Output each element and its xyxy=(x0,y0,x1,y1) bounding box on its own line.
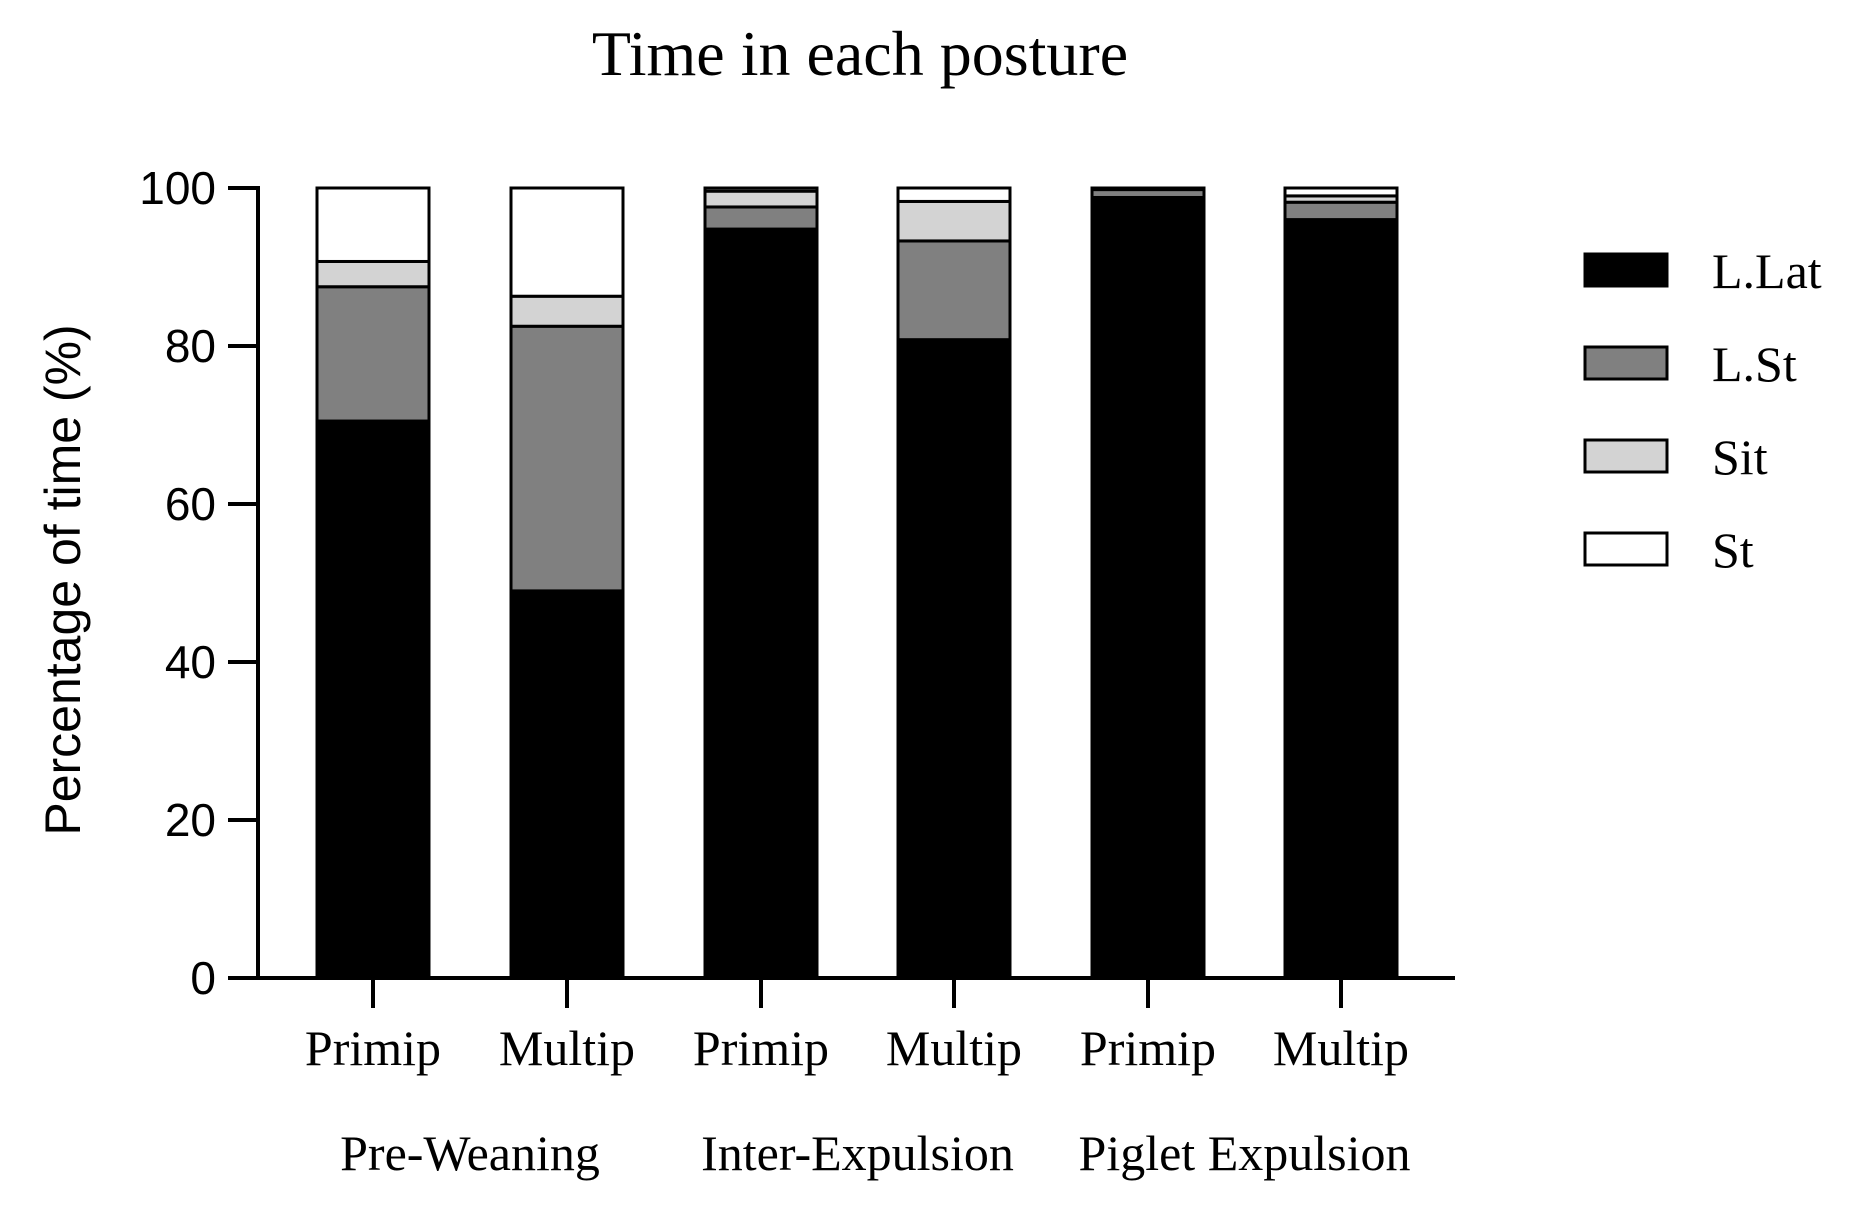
bars-layer xyxy=(315,186,1399,980)
x-tick-label-3: Multip xyxy=(886,1020,1022,1076)
x-tick-label-2: Primip xyxy=(693,1020,829,1076)
legend-swatch-l-lat xyxy=(1583,252,1669,288)
bar-segment-l-lat-2 xyxy=(703,227,819,980)
x-tick-label-5: Multip xyxy=(1273,1020,1409,1076)
bar-segment-l-lat-1 xyxy=(509,589,625,980)
axes-layer: 0 20 40 60 80 100 Primip Multip Primip Multip Prim… xyxy=(139,162,1455,1181)
legend-label-st: St xyxy=(1712,522,1754,578)
bar-segment-sit-1 xyxy=(509,294,625,328)
legend-label-l-lat: L.Lat xyxy=(1712,243,1822,299)
bar-segment-l-st-1 xyxy=(509,324,625,593)
bar-segment-l-lat-3 xyxy=(896,338,1012,980)
group-label-0: Pre-Weaning xyxy=(340,1125,600,1181)
x-tick-label-0: Primip xyxy=(305,1020,441,1076)
legend: L.Lat L.St Sit St xyxy=(1583,243,1822,578)
y-tick-label-20: 20 xyxy=(165,794,216,846)
bar-segment-st-0 xyxy=(315,186,431,263)
bar-segment-l-st-0 xyxy=(315,285,431,423)
bar-segment-sit-3 xyxy=(896,199,1012,243)
bar-segment-st-5 xyxy=(1283,186,1399,198)
y-tick-label-60: 60 xyxy=(165,478,216,530)
bar-segment-l-lat-0 xyxy=(315,419,431,980)
x-tick-label-1: Multip xyxy=(499,1020,635,1076)
bar-segment-l-lat-4 xyxy=(1090,195,1206,980)
legend-swatch-sit xyxy=(1583,438,1669,474)
group-label-1: Inter-Expulsion xyxy=(701,1125,1014,1181)
bar-segment-l-st-5 xyxy=(1283,200,1399,222)
bar-segment-sit-4 xyxy=(1090,186,1206,192)
chart-title: Time in each posture xyxy=(592,18,1128,89)
legend-swatch-st xyxy=(1583,531,1669,567)
y-tick-label-100: 100 xyxy=(139,162,216,214)
bar-segment-sit-2 xyxy=(703,189,819,209)
x-tick-label-4: Primip xyxy=(1080,1020,1216,1076)
group-label-2: Piglet Expulsion xyxy=(1079,1125,1411,1181)
bar-segment-l-st-2 xyxy=(703,205,819,231)
bar-segment-st-3 xyxy=(896,186,1012,203)
legend-label-l-st: L.St xyxy=(1712,336,1797,392)
bar-segment-sit-0 xyxy=(315,259,431,289)
y-tick-label-40: 40 xyxy=(165,636,216,688)
y-tick-label-80: 80 xyxy=(165,320,216,372)
bar-segment-st-1 xyxy=(509,186,625,298)
legend-swatch-l-st xyxy=(1583,345,1669,381)
y-tick-label-0: 0 xyxy=(190,952,216,1004)
y-axis-label: Percentage of time (%) xyxy=(35,324,91,835)
bar-segment-l-lat-5 xyxy=(1283,218,1399,980)
legend-label-sit: Sit xyxy=(1712,429,1768,485)
bar-segment-l-st-3 xyxy=(896,239,1012,342)
bar-segment-st-2 xyxy=(703,186,819,193)
